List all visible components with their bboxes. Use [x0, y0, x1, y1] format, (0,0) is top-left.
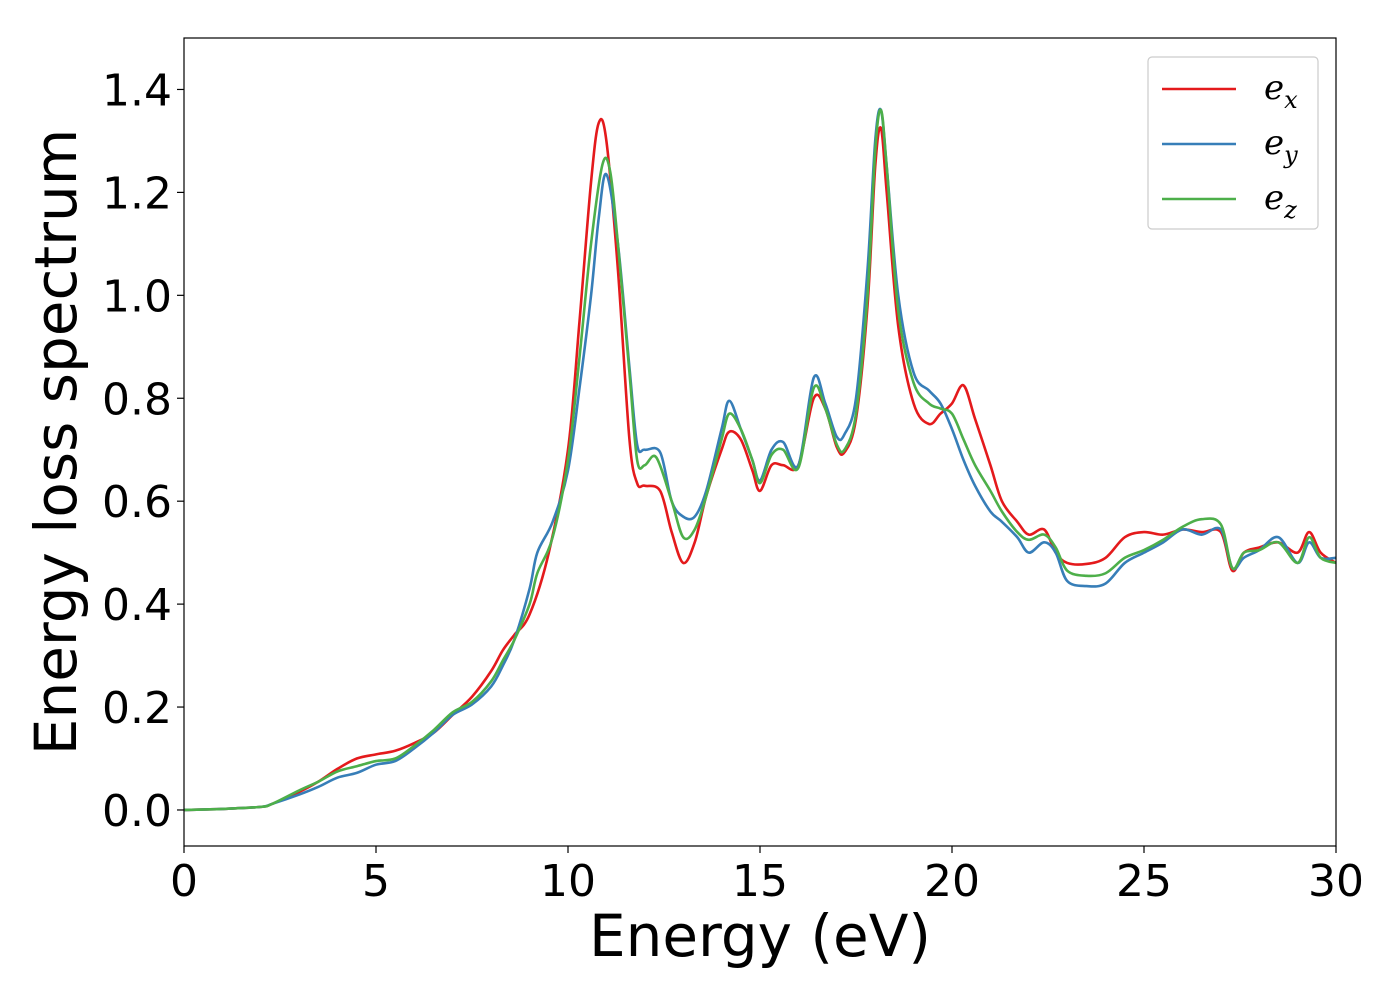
y-tick-label: 0.4	[102, 580, 172, 631]
x-tick-label: 15	[732, 856, 788, 907]
x-tick-label: 20	[924, 856, 980, 907]
y-tick-label: 0.2	[102, 683, 172, 734]
x-axis: 0 5 10 15 20 25 30	[170, 846, 1364, 907]
y-tick-label: 0.8	[102, 374, 172, 425]
legend: ex ey ez	[1147, 56, 1319, 230]
legend-label-x: ex	[1264, 68, 1298, 114]
legend-label-y: ey	[1264, 123, 1298, 169]
y-tick-label: 1.0	[102, 271, 172, 322]
series-line-y	[184, 107, 1336, 812]
x-tick-label: 25	[1116, 856, 1172, 907]
x-axis-title: Energy (eV)	[589, 902, 931, 970]
y-tick-label: 1.4	[102, 65, 172, 116]
x-tick-label: 30	[1308, 856, 1364, 907]
x-tick-label: 10	[540, 856, 596, 907]
y-tick-label: 0.6	[102, 477, 172, 528]
legend-label-z: ez	[1264, 178, 1297, 224]
y-axis: 0.0 0.2 0.4 0.6 0.8 1.0 1.2 1.4	[102, 65, 184, 837]
series-line-z	[184, 108, 1336, 812]
y-tick-label: 0.0	[102, 786, 172, 837]
x-tick-label: 0	[170, 856, 198, 907]
y-tick-label: 1.2	[102, 168, 172, 219]
series-line-x	[184, 117, 1336, 812]
x-tick-label: 5	[362, 856, 390, 907]
series-layer	[184, 107, 1336, 812]
y-axis-title: Energy loss spectrum	[22, 129, 90, 755]
